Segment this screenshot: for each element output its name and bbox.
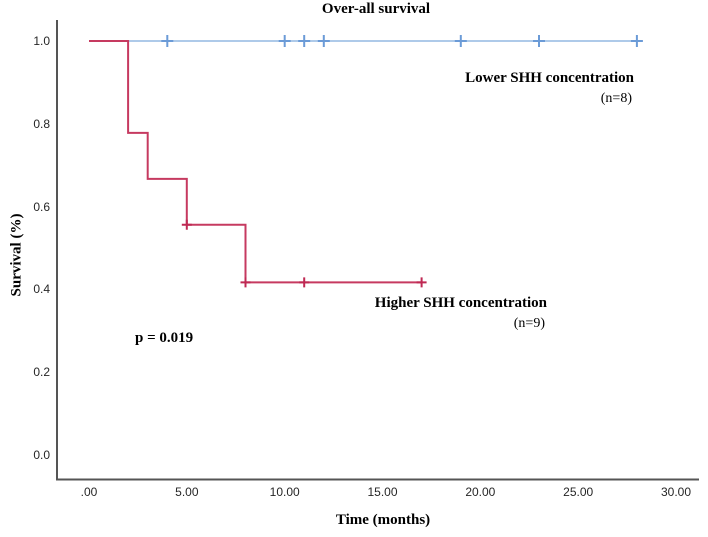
x-tick-label: 10.00 <box>269 485 300 499</box>
y-tick-label: 0.0 <box>33 448 50 462</box>
x-tick-label: 5.00 <box>175 485 199 499</box>
survival-curve-higher <box>89 40 422 284</box>
legend-lower-group-label: Lower SHH concentration <box>465 70 634 86</box>
censor-marks-higher <box>181 219 427 288</box>
x-axis-title: Time (months) <box>335 512 431 528</box>
p-value-annotation: p = 0.019 <box>135 330 194 346</box>
legend-higher-group-label: Higher SHH concentration <box>374 295 547 311</box>
y-tick-label: 1.0 <box>33 34 50 48</box>
y-tick-label: 0.8 <box>33 116 50 131</box>
x-tick-label: 20.00 <box>465 485 496 499</box>
y-tick-label: 0.4 <box>33 282 50 297</box>
legend-higher-group-count: (n=9) <box>513 316 545 331</box>
censor-marks-lower <box>161 35 643 47</box>
x-tick-label: .00 <box>80 485 98 499</box>
legend-lower-group-count: (n=8) <box>600 91 632 106</box>
y-tick-label: 0.2 <box>33 365 50 380</box>
chart-title: Over-all survival <box>321 1 431 17</box>
x-tick-label: 25.00 <box>563 485 594 499</box>
x-tick-label: 15.00 <box>367 485 398 499</box>
y-tick-label: 0.6 <box>33 199 50 214</box>
x-tick-label: 30.00 <box>660 485 692 499</box>
